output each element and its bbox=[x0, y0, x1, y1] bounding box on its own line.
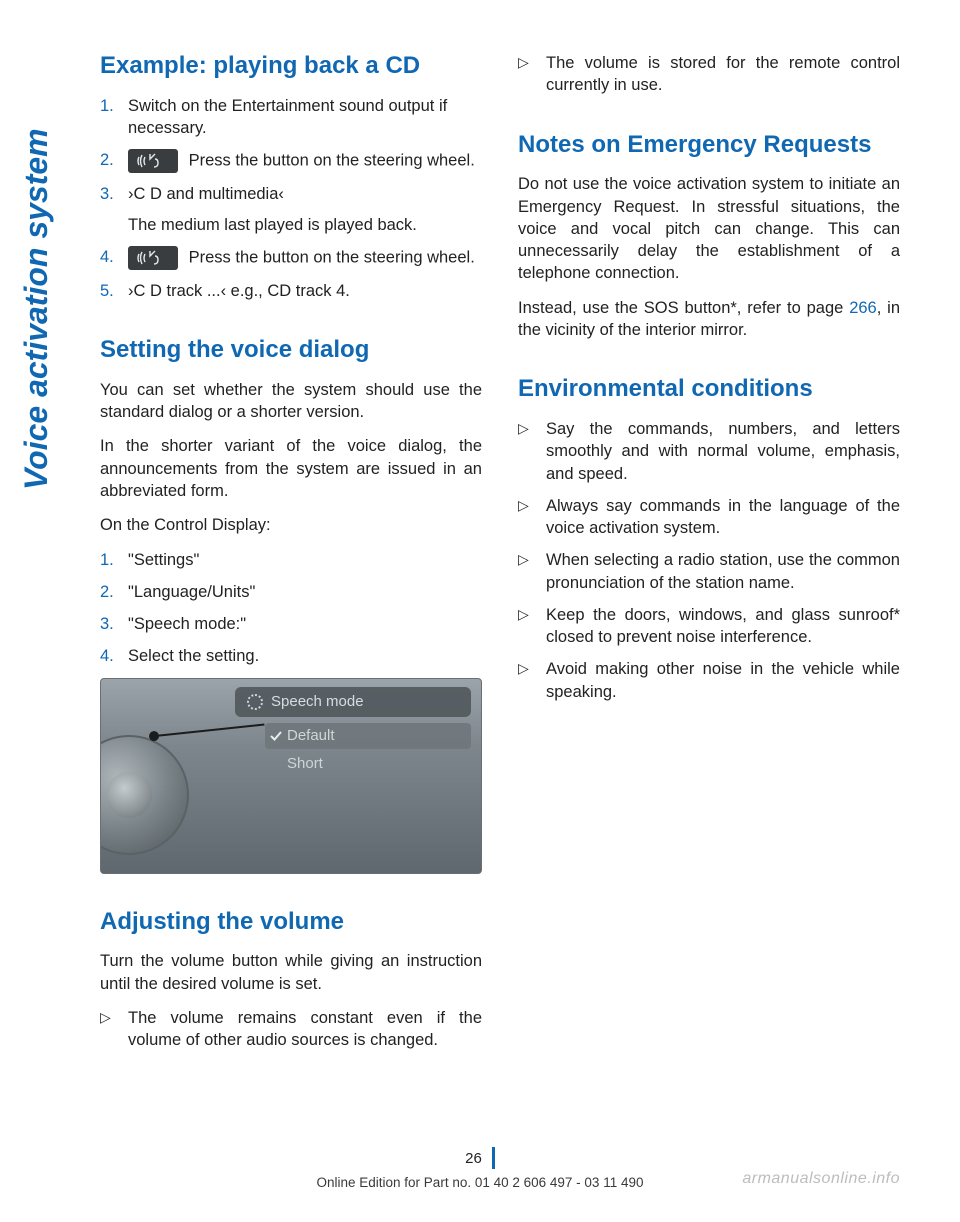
heading-example-cd: Example: playing back a CD bbox=[100, 52, 482, 81]
list-text: Say the commands, numbers, and letters s… bbox=[546, 420, 900, 483]
page-number-wrap: 26 bbox=[465, 1147, 495, 1169]
left-column: Example: playing back a CD 1. Switch on … bbox=[100, 52, 482, 1061]
list-text: ›C D track ...‹ e.g., CD track 4. bbox=[128, 282, 350, 300]
text-span: Instead, use the SOS button*, refer to p… bbox=[518, 299, 849, 317]
heading-setting-dialog: Setting the voice dialog bbox=[100, 336, 482, 365]
idrive-dial-graphic bbox=[100, 735, 189, 855]
adjust-bullets: The volume remains constant even if the … bbox=[100, 1007, 482, 1052]
list-item: 3. "Speech mode:" bbox=[100, 613, 482, 635]
pointer-line bbox=[155, 723, 265, 736]
list-text: "Settings" bbox=[128, 551, 199, 569]
list-item: When selecting a radio station, use the … bbox=[518, 549, 900, 594]
list-item: The volume remains constant even if the … bbox=[100, 1007, 482, 1052]
paragraph: In the shorter variant of the voice dial… bbox=[100, 435, 482, 502]
example-steps-list: 1. Switch on the Entertainment sound out… bbox=[100, 95, 482, 302]
list-item: 1. "Settings" bbox=[100, 549, 482, 571]
list-marker: 2. bbox=[100, 581, 114, 603]
page: Voice activation system Example: playing… bbox=[0, 0, 960, 1222]
paragraph: On the Control Display: bbox=[100, 514, 482, 536]
list-item: 1. Switch on the Entertainment sound out… bbox=[100, 95, 482, 140]
screenshot-option-short: Short bbox=[265, 751, 471, 777]
list-text: Press the button on the steering wheel. bbox=[189, 152, 475, 170]
list-text: "Speech mode:" bbox=[128, 615, 246, 633]
list-marker: 3. bbox=[100, 613, 114, 635]
list-text: Avoid making other noise in the vehicle … bbox=[546, 660, 900, 700]
list-text: Switch on the Entertainment sound output… bbox=[128, 97, 447, 137]
heading-environmental: Environmental conditions bbox=[518, 375, 900, 404]
env-bullets: Say the commands, numbers, and letters s… bbox=[518, 418, 900, 703]
setting-steps-list: 1. "Settings" 2. "Language/Units" 3. "Sp… bbox=[100, 549, 482, 668]
list-marker: 2. bbox=[100, 149, 114, 171]
list-text: Keep the doors, windows, and glass sunro… bbox=[546, 606, 900, 646]
heading-adjusting-volume: Adjusting the volume bbox=[100, 908, 482, 937]
paragraph: Do not use the voice activation system t… bbox=[518, 173, 900, 284]
content-columns: Example: playing back a CD 1. Switch on … bbox=[100, 52, 900, 1061]
list-text: The volume is stored for the remote cont… bbox=[546, 54, 900, 94]
list-marker: 1. bbox=[100, 95, 114, 117]
list-item: 3. ›C D and multimedia‹ The medium last … bbox=[100, 183, 482, 236]
list-item: 2. Press the button on the steering whee… bbox=[100, 149, 482, 173]
screenshot-title-bar: Speech mode bbox=[235, 687, 471, 717]
paragraph: Turn the volume button while giving an i… bbox=[100, 950, 482, 995]
list-item: Avoid making other noise in the vehicle … bbox=[518, 658, 900, 703]
screenshot-option-default: Default bbox=[265, 723, 471, 749]
list-text: When selecting a radio station, use the … bbox=[546, 551, 900, 591]
list-item: Always say commands in the language of t… bbox=[518, 495, 900, 540]
list-subtext: The medium last played is played back. bbox=[128, 214, 482, 236]
gear-icon bbox=[247, 694, 263, 710]
list-text: ›C D and multimedia‹ bbox=[128, 185, 284, 203]
right-column: The volume is stored for the remote cont… bbox=[518, 52, 900, 1061]
option-label: Default bbox=[287, 727, 335, 744]
list-marker: 4. bbox=[100, 645, 114, 667]
list-marker: 1. bbox=[100, 549, 114, 571]
page-number: 26 bbox=[465, 1150, 482, 1167]
option-label: Short bbox=[287, 755, 323, 772]
list-item: Say the commands, numbers, and letters s… bbox=[518, 418, 900, 485]
list-text: Select the setting. bbox=[128, 647, 259, 665]
screenshot-title: Speech mode bbox=[271, 693, 364, 710]
list-text: Always say commands in the language of t… bbox=[546, 497, 900, 537]
list-text: The volume remains constant even if the … bbox=[128, 1009, 482, 1049]
footer-bar bbox=[492, 1147, 495, 1169]
list-item: 4. Select the setting. bbox=[100, 645, 482, 667]
list-item: The volume is stored for the remote cont… bbox=[518, 52, 900, 97]
heading-notes-emergency: Notes on Emergency Requests bbox=[518, 131, 900, 160]
control-display-screenshot: Speech mode Default Short bbox=[100, 678, 482, 874]
page-link-266[interactable]: 266 bbox=[849, 299, 877, 317]
top-bullets: The volume is stored for the remote cont… bbox=[518, 52, 900, 97]
list-item: 4. Press the button on the steering whee… bbox=[100, 246, 482, 270]
list-item: Keep the doors, windows, and glass sunro… bbox=[518, 604, 900, 649]
voice-button-icon bbox=[128, 149, 178, 173]
list-item: 2. "Language/Units" bbox=[100, 581, 482, 603]
side-chapter-title: Voice activation system bbox=[18, 128, 55, 490]
list-text: "Language/Units" bbox=[128, 583, 255, 601]
voice-button-icon bbox=[128, 246, 178, 270]
list-marker: 5. bbox=[100, 280, 114, 302]
list-item: 5. ›C D track ...‹ e.g., CD track 4. bbox=[100, 280, 482, 302]
watermark: armanualsonline.info bbox=[742, 1170, 900, 1188]
paragraph: You can set whether the system should us… bbox=[100, 379, 482, 424]
list-marker: 4. bbox=[100, 246, 114, 268]
list-marker: 3. bbox=[100, 183, 114, 205]
paragraph: Instead, use the SOS button*, refer to p… bbox=[518, 297, 900, 342]
check-icon bbox=[269, 729, 283, 743]
list-text: Press the button on the steering wheel. bbox=[189, 248, 475, 266]
